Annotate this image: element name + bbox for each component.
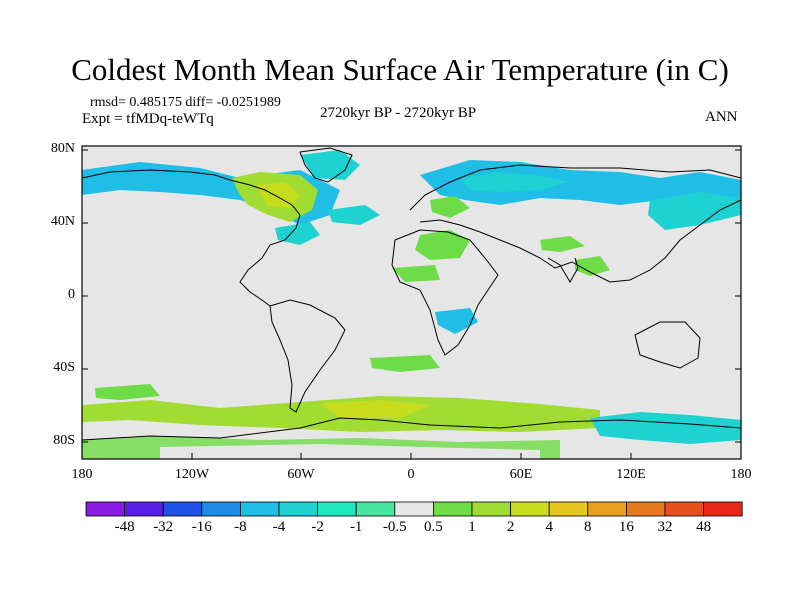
colorbar-label: -0.5 [382, 519, 407, 535]
colorbar-label: -1 [349, 519, 363, 535]
colorbar-label: -48 [114, 519, 135, 535]
greenland-coast [299, 147, 353, 183]
lon-label-60e: 60E [509, 467, 533, 482]
colorbar-swatch [124, 501, 164, 517]
colorbar-swatch [201, 501, 241, 517]
east-asia-cool [648, 192, 741, 230]
lat-label-80s: 80S [53, 433, 75, 448]
colorbar-swatch [548, 501, 589, 517]
colorbar-swatch [432, 501, 473, 517]
east-africa-cool [435, 308, 478, 334]
coastlines [81, 147, 742, 441]
colorbar-swatch [355, 501, 396, 517]
experiment-label: Expt = tfMDq-teWTq [82, 111, 214, 127]
colorbar-label: -32 [153, 519, 174, 535]
colorbar-swatch [317, 501, 357, 517]
colorbar-label: 2 [506, 519, 515, 535]
southern-ocean-warm-core [320, 400, 430, 418]
colorbar-swatch [239, 501, 280, 517]
map-title: Coldest Month Mean Surface Air Temperatu… [71, 52, 729, 87]
africa-coast [391, 229, 499, 356]
colorbar-swatch [664, 501, 704, 517]
stats-text: rmsd= 0.485175 diff= -0.0251989 [90, 95, 281, 110]
north-america-warm-core [255, 182, 300, 208]
colorbar-label: -2 [311, 519, 324, 535]
south-pacific-warm [370, 355, 440, 372]
indian-ocean-warm [540, 236, 585, 252]
australia-coast [634, 321, 701, 369]
greenland-cool [300, 150, 360, 180]
colorbar-label: 32 [657, 519, 673, 535]
north-africa-warm [415, 230, 470, 260]
colorbar-label: 0.5 [424, 519, 443, 535]
colorbar-swatch [278, 501, 318, 517]
south-america-coast [269, 299, 346, 413]
colorbar-label: 1 [468, 519, 476, 535]
eurasia-coast [409, 164, 742, 283]
lon-label-0: 0 [407, 467, 415, 482]
south-atlantic-warm [95, 384, 160, 400]
colorbar-label: -4 [272, 519, 286, 535]
colorbar-swatch [587, 501, 627, 517]
lon-label-60w: 60W [287, 467, 315, 482]
season-label: ANN [705, 109, 738, 125]
lat-label-0: 0 [68, 287, 75, 302]
colorbar-swatch [703, 501, 743, 517]
colorbar-swatch [510, 501, 550, 517]
colorbar-label: -16 [191, 519, 212, 535]
lat-label-80n: 80N [50, 141, 75, 156]
lon-label-180e: 180 [730, 467, 752, 482]
period-label: 2720kyr BP - 2720kyr BP [320, 105, 477, 121]
north-america-coast [81, 169, 301, 307]
atlantic-cool [328, 205, 380, 225]
lon-label-120e: 120E [616, 467, 646, 482]
lat-label-40n: 40N [50, 214, 75, 229]
india-coast [547, 257, 579, 283]
colorbar-swatch [85, 501, 125, 517]
colorbar [85, 501, 743, 517]
eurasia-cool-patch [420, 160, 741, 205]
antarctic-interior [160, 444, 540, 459]
colorbar-swatch [394, 501, 434, 517]
lon-label-180w: 180 [71, 467, 93, 482]
lon-label-120w: 120W [174, 467, 210, 482]
colorbar-label: 8 [584, 519, 592, 535]
lat-label-40s: 40S [53, 360, 75, 375]
colorbar-label: -8 [234, 519, 247, 535]
sahara-warm [392, 265, 440, 282]
colorbar-label: 16 [618, 519, 634, 535]
asia-warm [575, 256, 610, 276]
colorbar-swatch [471, 501, 511, 517]
axis-ticks [81, 149, 741, 459]
anomaly-layer [82, 150, 741, 459]
colorbar-label: 48 [696, 519, 712, 535]
eurasia-cool-inner [460, 172, 570, 192]
colorbar-label: 4 [545, 519, 553, 535]
europe-warm [430, 196, 470, 218]
colorbar-swatch [626, 501, 666, 517]
colorbar-swatch [162, 501, 203, 517]
antarctica-coast [81, 417, 742, 441]
